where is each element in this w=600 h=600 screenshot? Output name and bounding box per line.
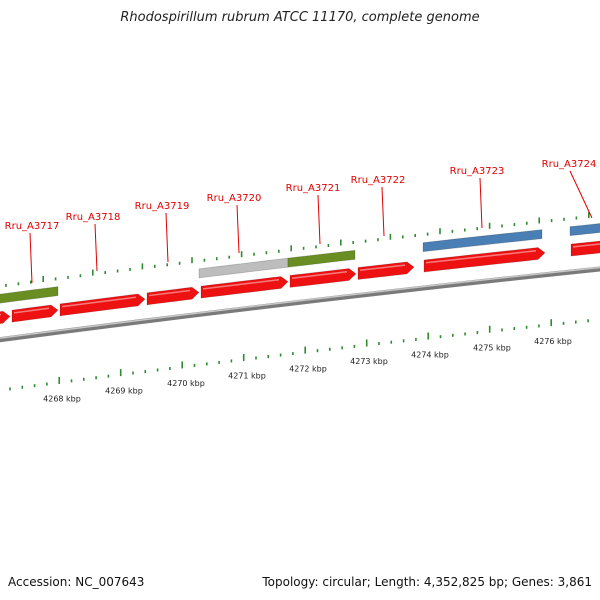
cds-feature-0 [0,310,11,325]
cds-feature-8 [570,240,600,257]
genome-backbone-highlight [0,266,600,339]
gene-label-rru_a3723: Rru_A3723 [450,166,505,177]
cds-feature-6 [357,261,415,280]
rrna-feature-0 [422,229,543,253]
cds-feature-3 [146,286,200,306]
gene-label-rru_a3724: Rru_A3724 [542,159,597,170]
trna-feature-1 [287,249,356,268]
gene-leader-line [569,170,593,219]
gene-leader-line [29,232,33,284]
gene-label-rru_a3722: Rru_A3722 [351,175,406,186]
trna-feature-0 [0,286,59,304]
gene-leader-line [94,223,98,272]
cds-feature-4-gloss [202,278,280,290]
accession-info: Accession: NC_007643 [8,575,144,589]
gene-leader-line [479,177,483,229]
cds-feature-5-gloss [291,271,348,279]
cds-feature-2-gloss [61,296,137,308]
gene-label-rru_a3718: Rru_A3718 [66,212,121,223]
scale-label: 4276 kbp [534,337,572,346]
other-feature-0 [198,257,289,279]
cds-feature-1 [11,304,59,323]
cds-feature-5 [289,268,357,288]
scale-label: 4268 kbp [43,395,81,404]
gene-label-rru_a3719: Rru_A3719 [135,201,190,212]
cds-feature-8-gloss [572,243,600,248]
genome-stats: Topology: circular; Length: 4,352,825 bp… [262,575,592,589]
gene-leader-line [381,186,385,237]
cds-feature-6-gloss [359,264,406,272]
cds-feature-7-gloss [425,250,537,264]
gene-label-rru_a3721: Rru_A3721 [286,183,341,194]
rrna-feature-1 [569,223,600,237]
scale-label: 4270 kbp [167,379,205,388]
scale-label: 4275 kbp [473,344,511,353]
scale-label: 4274 kbp [411,350,449,359]
scale-label: 4269 kbp [105,387,143,396]
genome-backbone [0,266,600,343]
accession-label: Accession: [8,575,72,589]
cds-feature-3-gloss [148,289,191,297]
cds-feature-1-gloss [13,307,50,314]
gene-leader-line [236,204,240,254]
genome-title: Rhodospirillum rubrum ATCC 11170, comple… [120,10,480,25]
scale-label: 4273 kbp [350,357,388,366]
cds-feature-2 [59,293,146,317]
gene-label-rru_a3717: Rru_A3717 [5,221,60,232]
scale-label: 4271 kbp [228,372,266,381]
cds-feature-4 [200,276,289,299]
scale-label: 4272 kbp [289,364,327,373]
gene-leader-line [317,194,321,245]
accession-value: NC_007643 [75,575,145,589]
cds-feature-7 [423,247,546,273]
gene-label-rru_a3720: Rru_A3720 [207,193,262,204]
gene-leader-line [165,212,169,263]
